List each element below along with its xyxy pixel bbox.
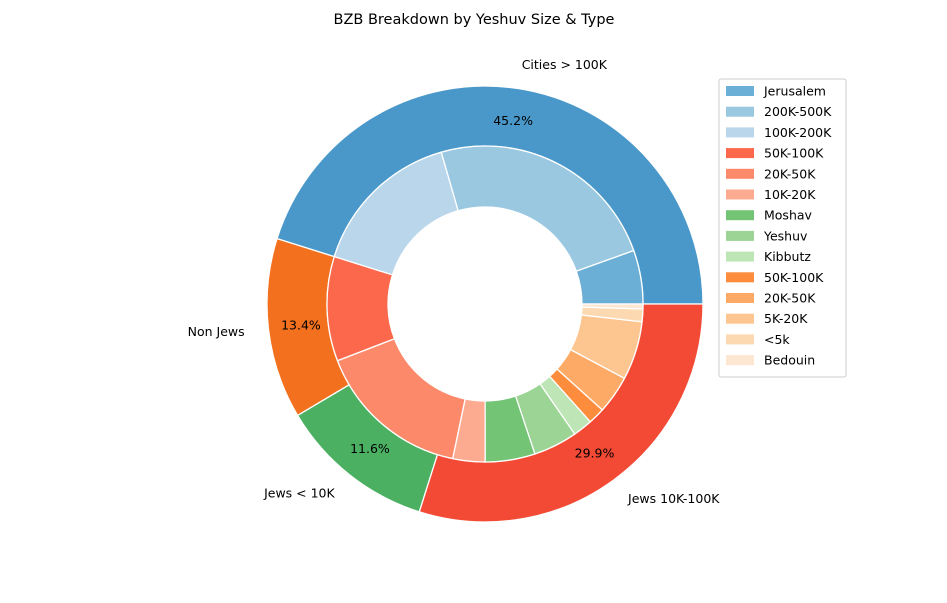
- legend-label-lt-5k-12: <5k: [764, 332, 790, 347]
- legend-label-50k-100k-3: 50K-100K: [764, 146, 824, 161]
- legend-swatch-50k-100k-9: [726, 272, 754, 283]
- legend-swatch-100k-200k-2: [726, 127, 754, 138]
- legend-swatch-200k-500k-1: [726, 106, 754, 117]
- legend-swatch-yeshuv-7: [726, 230, 754, 241]
- pct-label-non-jews: 13.4%: [281, 317, 321, 332]
- legend-label-yeshuv-7: Yeshuv: [763, 228, 808, 243]
- legend: Jerusalem 200K-500K 100K-200K 50K-100K 20K-5…: [718, 78, 847, 378]
- inner-ring: [326, 145, 644, 463]
- outer-label-cities-gt-100k: Cities > 100K: [522, 57, 608, 72]
- chart-title: BZB Breakdown by Yeshuv Size & Type: [334, 12, 615, 28]
- legend-label-50k-100k-9: 50K-100K: [764, 270, 824, 285]
- legend-label-5k-20k-11: 5K-20K: [764, 311, 808, 326]
- legend-label-10k-20k-5: 10K-20K: [764, 187, 816, 202]
- legend-swatch-20k-50k-4: [726, 168, 754, 179]
- legend-label-20k-50k-4: 20K-50K: [764, 166, 816, 181]
- legend-swatch-lt-5k-12: [726, 334, 754, 345]
- inner-slice-200k-500k-1: [440, 145, 635, 273]
- legend-swatch-50k-100k-3: [726, 148, 754, 159]
- legend-label-200k-500k-1: 200K-500K: [764, 104, 832, 119]
- inner-slice-bedouin-13: [581, 303, 644, 310]
- outer-label-non-jews: Non Jews: [188, 324, 245, 339]
- legend-swatch-moshav-6: [726, 210, 754, 221]
- legend-label-moshav-6: Moshav: [764, 208, 813, 223]
- legend-swatch-5k-20k-11: [726, 313, 754, 324]
- legend-label-20k-50k-10: 20K-50K: [764, 291, 816, 306]
- legend-swatch-10k-20k-5: [726, 189, 754, 200]
- legend-label-kibbutz-8: Kibbutz: [764, 249, 811, 264]
- pct-label-jews-lt-10k: 11.6%: [350, 441, 390, 456]
- legend-swatch-jerusalem-0: [726, 86, 754, 96]
- legend-label-jerusalem-0: Jerusalem: [763, 84, 826, 99]
- pct-label-jews-10k-100k: 29.9%: [575, 445, 615, 460]
- outer-label-jews-lt-10k: Jews < 10K: [263, 486, 335, 501]
- legend-label-100k-200k-2: 100K-200K: [764, 125, 832, 140]
- legend-label-bedouin-13: Bedouin: [764, 353, 815, 368]
- legend-swatch-kibbutz-8: [726, 251, 754, 262]
- legend-swatch-bedouin-13: [726, 355, 754, 366]
- outer-labels: Cities > 100K 45.2% Non Jews 13.4% Jews < 10…: [188, 57, 721, 506]
- legend-swatch-20k-50k-10: [726, 293, 754, 303]
- outer-label-jews-10k-100k: Jews 10K-100K: [627, 491, 720, 506]
- outer-ring: [266, 85, 704, 523]
- pct-label-cities-gt-100k: 45.2%: [493, 113, 533, 128]
